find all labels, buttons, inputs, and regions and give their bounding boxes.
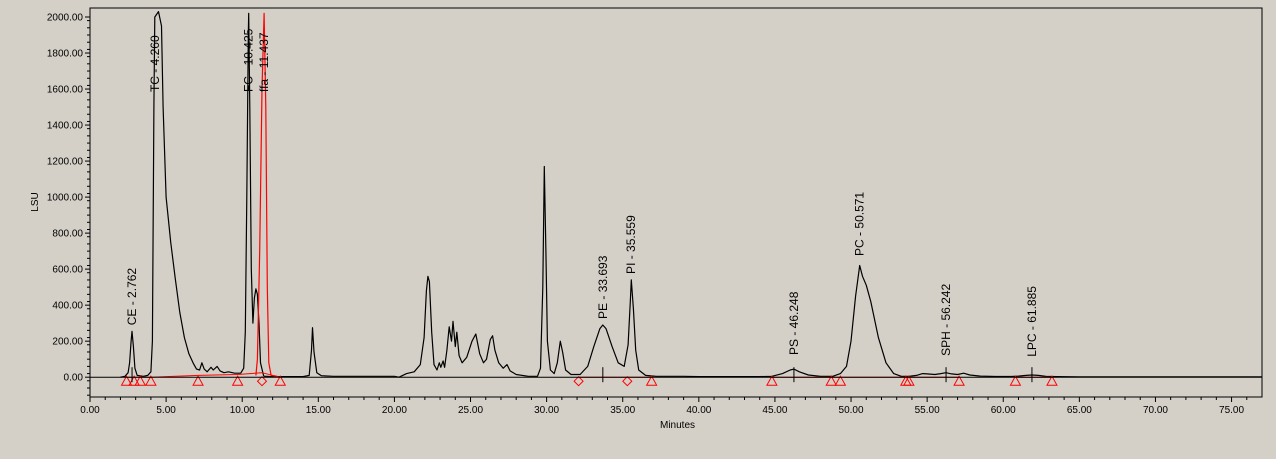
- peak-label: TC - 4.260: [148, 35, 162, 92]
- peak-label: PS - 46.248: [787, 291, 801, 355]
- peak-boundary-triangle-marker: [231, 375, 244, 386]
- x-tick-label: 55.00: [915, 405, 940, 416]
- plot-area: [90, 8, 1262, 397]
- peak-boundary-triangle-marker: [645, 375, 658, 386]
- peak-boundary-triangle-marker: [120, 375, 133, 386]
- y-tick-label: 200.00: [52, 337, 83, 348]
- x-tick-label: 15.00: [306, 405, 331, 416]
- peak-label: SPH - 56.242: [939, 284, 953, 356]
- chromatogram-trace: [120, 11, 1262, 378]
- peak-label: PI - 35.559: [624, 215, 638, 274]
- y-tick-label: 1800.00: [47, 49, 84, 60]
- peak-boundary-diamond-marker: [573, 375, 584, 387]
- y-tick-label: 2000.00: [47, 13, 84, 24]
- peak-boundary-triangle-marker: [1046, 375, 1058, 386]
- peak-boundary-diamond-marker: [622, 375, 633, 387]
- y-tick-label: 1200.00: [47, 157, 84, 168]
- peak-label: PE - 33.693: [596, 255, 610, 319]
- y-axis-title: LSU: [30, 192, 41, 211]
- peak-boundary-triangle-marker: [766, 375, 778, 386]
- x-tick-label: 65.00: [1067, 405, 1092, 416]
- x-tick-label: 25.00: [458, 405, 483, 416]
- peak-boundary-triangle-marker: [834, 375, 847, 386]
- peak-boundary-triangle-marker: [825, 375, 838, 386]
- y-tick-label: 600.00: [52, 265, 83, 276]
- x-tick-label: 0.00: [80, 405, 100, 416]
- x-tick-label: 60.00: [991, 405, 1016, 416]
- peak-boundary-triangle-marker: [903, 375, 915, 386]
- peak-label: PC - 50.571: [853, 192, 867, 256]
- peak-boundary-triangle-marker: [953, 375, 965, 386]
- peak-boundary-triangle-marker: [134, 375, 147, 386]
- x-axis-title: Minutes: [660, 420, 695, 431]
- peak-label: FC - 10.425: [242, 28, 256, 92]
- y-tick-label: 1600.00: [47, 85, 84, 96]
- y-tick-label: 0.00: [64, 373, 84, 384]
- peak-boundary-triangle-marker: [192, 375, 204, 386]
- x-tick-label: 50.00: [839, 405, 864, 416]
- x-tick-label: 40.00: [686, 405, 711, 416]
- x-tick-label: 45.00: [762, 405, 787, 416]
- y-tick-label: 1400.00: [47, 121, 84, 132]
- x-tick-label: 20.00: [382, 405, 407, 416]
- y-tick-label: 400.00: [52, 301, 83, 312]
- y-tick-label: 800.00: [52, 229, 83, 240]
- peak-boundary-triangle-marker: [274, 375, 287, 386]
- x-tick-label: 35.00: [610, 405, 635, 416]
- x-tick-label: 10.00: [230, 405, 255, 416]
- peak-boundary-triangle-marker: [1009, 375, 1022, 386]
- plot-frame: [89, 7, 1263, 398]
- x-tick-label: 70.00: [1143, 405, 1168, 416]
- y-tick-label: 1000.00: [47, 193, 84, 204]
- integrated-peak-trace: [255, 12, 278, 377]
- x-tick-label: 5.00: [156, 405, 176, 416]
- peak-label: ffa - 11.437: [257, 32, 271, 92]
- peak-label: LPC - 61.885: [1025, 286, 1039, 357]
- peak-label: CE - 2.762: [125, 268, 139, 326]
- x-tick-label: 75.00: [1219, 405, 1244, 416]
- x-tick-label: 30.00: [534, 405, 559, 416]
- peak-boundary-triangle-marker: [145, 375, 157, 386]
- peak-boundary-diamond-marker: [256, 375, 268, 387]
